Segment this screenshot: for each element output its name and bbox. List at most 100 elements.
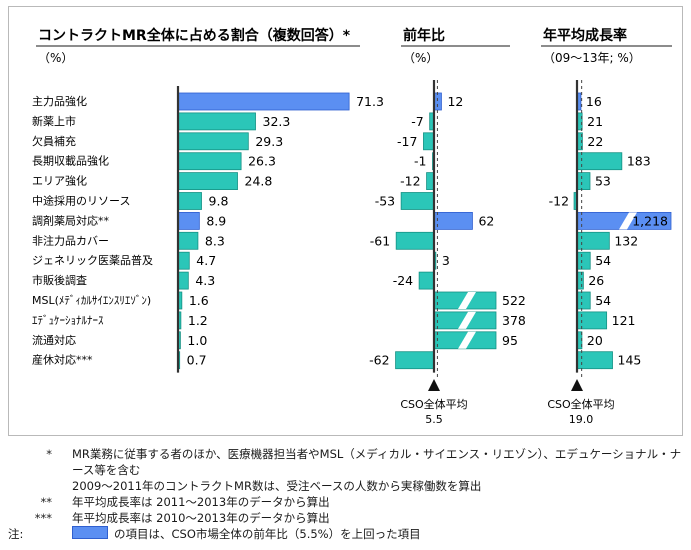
bar-label-yoy: -7 [411, 114, 423, 129]
bar-label-share: 1.0 [187, 333, 207, 348]
bar-label-cagr: 145 [618, 353, 642, 368]
bar-yoy [418, 271, 435, 290]
footnote-1: * MR業務に従事する者のほか、医療機器担当者やMSL（メディカル・サイエンス・… [8, 446, 683, 478]
bar-label-yoy: -62 [369, 353, 389, 368]
bar-yoy [433, 92, 442, 111]
bar-share [177, 251, 190, 270]
bar-label-share: 8.3 [205, 233, 225, 248]
chart-title: コントラクトMR全体に占める割合（複数回答）* [38, 27, 351, 44]
footnotes: * MR業務に従事する者のほか、医療機器担当者やMSL（メディカル・サイエンス・… [8, 446, 683, 542]
axis-break-mark [458, 331, 476, 349]
bar-label-yoy: -24 [393, 273, 413, 288]
footnote-3: ** 年平均成長率は 2011～2013年のデータから算出 [8, 494, 683, 510]
footnote-2: 2009～2011年のコントラクトMR数は、受注ベースの人数から実稼働数を算出 [8, 478, 683, 494]
footnote-4-mark: *** [34, 511, 52, 525]
chart-subtitle: （%） [38, 51, 73, 65]
panel-3-reference-marker [571, 379, 583, 391]
bar-label-cagr: 132 [614, 233, 638, 248]
bar-label-yoy: -53 [375, 194, 395, 209]
panel-2-reference-value: 5.5 [425, 413, 443, 426]
footnote-1-text: MR業務に従事する者のほか、医療機器担当者やMSL（メディカル・サイエンス・リエ… [72, 447, 682, 477]
bar-label-yoy: -17 [397, 134, 417, 149]
bar-label-cagr: 21 [587, 114, 603, 129]
category-label: 産休対応*** [32, 353, 93, 367]
bar-share [177, 192, 202, 210]
bar-share [177, 271, 189, 290]
bar-label-cagr: 121 [612, 313, 636, 328]
footnote-4-text: 年平均成長率は 2010～2013年のデータから算出 [72, 511, 330, 525]
category-label: ジェネリック医薬品普及 [32, 253, 153, 267]
bar-cagr [576, 291, 591, 310]
bar-label-yoy: 3 [442, 253, 450, 268]
bar-label-yoy: 62 [478, 213, 494, 228]
bar-label-yoy: 378 [502, 313, 526, 328]
panel-2-unit: （%） [403, 51, 438, 65]
bar-yoy [395, 231, 435, 250]
bar-yoy [400, 192, 435, 210]
bar-label-share: 4.3 [195, 273, 215, 288]
bar-yoy [395, 351, 435, 370]
bar-cagr [576, 231, 610, 250]
bar-label-cagr: 22 [587, 134, 603, 149]
bar-cagr [576, 251, 591, 270]
bar-label-yoy: 95 [502, 333, 518, 348]
bar-share [177, 211, 200, 230]
bar-label-cagr: 53 [595, 174, 611, 189]
axis-break-mark [458, 292, 476, 309]
legend-note-mark: 注: [8, 527, 24, 541]
bar-label-share: 26.3 [248, 154, 276, 169]
bar-label-share: 1.2 [188, 313, 208, 328]
axis-break-mark [458, 311, 476, 329]
category-label: ｴﾃﾞｭｹｰｼｮﾅﾙﾅｰｽ [32, 314, 104, 327]
bar-label-yoy: -12 [400, 174, 420, 189]
category-label: 欠員補充 [32, 134, 76, 148]
footnote-3-text: 年平均成長率は 2011～2013年のデータから算出 [72, 495, 330, 509]
bar-label-cagr: 20 [587, 333, 603, 348]
bar-label-yoy: 522 [502, 293, 526, 308]
bar-label-cagr: 183 [627, 154, 651, 169]
bar-yoy [426, 172, 435, 191]
category-label: 非注力品カバー [32, 233, 109, 247]
bar-label-cagr: 16 [586, 94, 602, 109]
footnote-4: *** 年平均成長率は 2010～2013年のデータから算出 [8, 510, 683, 526]
category-label: MSL(ﾒﾃﾞｨｶﾙｻｲｴﾝｽﾘｴｿﾞﾝ) [32, 294, 151, 307]
bar-cagr [576, 152, 623, 171]
bar-label-share: 24.8 [245, 174, 273, 189]
bar-label-share: 32.3 [263, 114, 291, 129]
panel-2-reference-marker [428, 379, 440, 391]
category-label: 調剤薬局対応** [32, 213, 109, 227]
category-label: 市販後調査 [32, 273, 87, 287]
bar-share [177, 112, 256, 131]
bar-label-share: 71.3 [356, 94, 384, 109]
bar-share [177, 132, 249, 151]
category-label: 中途採用のリソース [32, 194, 130, 208]
bar-share [177, 231, 199, 250]
bar-label-share: 9.8 [209, 194, 229, 209]
category-label: 流通対応 [32, 333, 76, 347]
bar-label-yoy: -61 [370, 233, 390, 248]
bar-label-share: 29.3 [255, 134, 283, 149]
legend-note: 注: の項目は、CSO市場全体の前年比（5.5%）を上回った項目 [8, 526, 683, 542]
panel-3-reference-label: CSO全体平均 [547, 397, 614, 411]
footnote-1-mark: * [46, 447, 52, 461]
footnote-2-text: 2009～2011年のコントラクトMR数は、受注ベースの人数から実稼働数を算出 [72, 479, 482, 493]
bar-label-share: 1.6 [189, 293, 209, 308]
bar-label-cagr: 54 [595, 253, 611, 268]
legend-note-text: の項目は、CSO市場全体の前年比（5.5%）を上回った項目 [114, 527, 421, 541]
panel-3-reference-value: 19.0 [569, 413, 594, 426]
bar-label-cagr: 26 [588, 273, 604, 288]
bar-share [177, 172, 238, 191]
bar-label-yoy: -1 [414, 154, 426, 169]
panel-3-title: 年平均成長率 [543, 27, 627, 44]
panel-2-title: 前年比 [403, 27, 445, 44]
category-label: 新薬上市 [32, 114, 76, 128]
panel-3-unit: （09～13年; %） [543, 51, 641, 65]
panel-2-reference-label: CSO全体平均 [400, 397, 467, 411]
bar-share [177, 92, 350, 111]
category-label: 長期収載品強化 [32, 154, 109, 168]
bar-yoy [423, 132, 435, 151]
bar-yoy [433, 211, 473, 230]
bar-cagr [576, 172, 591, 191]
bar-cagr [576, 351, 613, 370]
